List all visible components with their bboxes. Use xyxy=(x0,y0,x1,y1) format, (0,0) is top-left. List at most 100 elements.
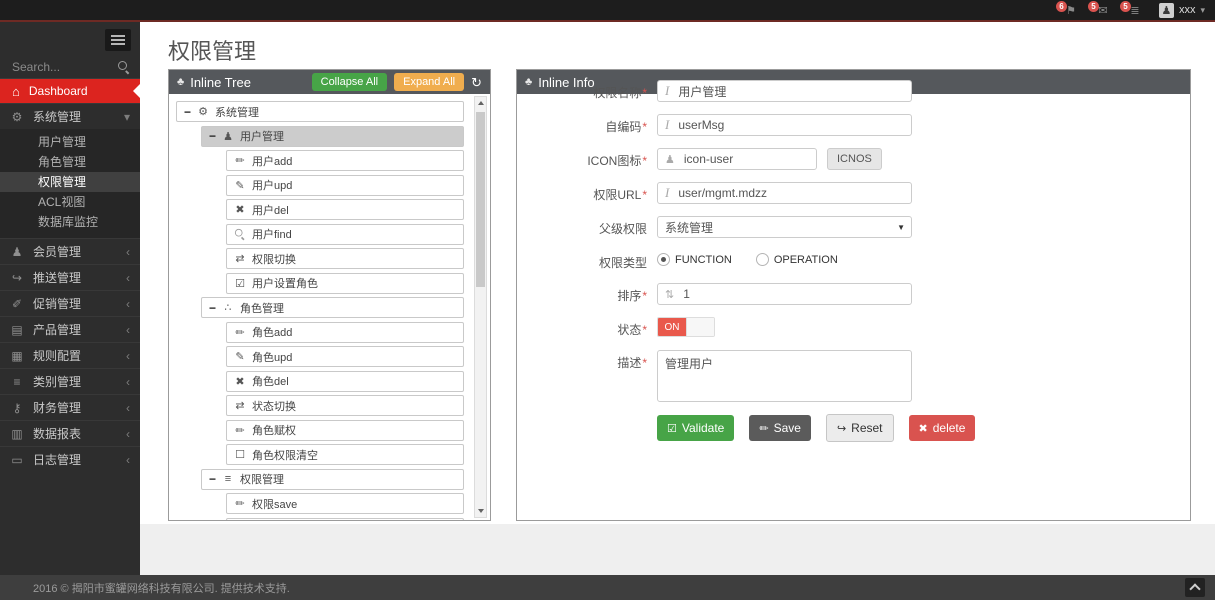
tree-node-label: 用户管理 xyxy=(240,131,285,143)
x-icon: ✖ xyxy=(918,422,928,435)
collapse-toggle-icon[interactable]: − xyxy=(209,300,217,315)
chart-icon: ▥ xyxy=(11,426,23,441)
tree-node[interactable]: ☐ 角色权限清空 xyxy=(226,444,464,465)
italic-i-icon: I xyxy=(665,185,670,200)
hamburger-menu-button[interactable] xyxy=(105,29,131,51)
tree-node[interactable]: ⇄ 状态切换 xyxy=(226,395,464,416)
sidebar-subitem[interactable]: 用户管理 xyxy=(38,135,87,149)
square-icon: ☐ xyxy=(235,449,245,461)
text-input[interactable] xyxy=(681,286,904,302)
save-button[interactable]: ✏ Save xyxy=(749,415,811,441)
edit-icon: ✎ xyxy=(235,351,245,363)
sidebar-item[interactable]: ▦ 规则配置 ‹ xyxy=(0,342,140,368)
status-toggle[interactable]: ON xyxy=(657,317,715,337)
sidebar-item-dashboard[interactable]: ⌂ Dashboard xyxy=(0,79,140,103)
form-row: 父级权限 系统管理 ▼ xyxy=(525,216,1182,238)
tree-node[interactable]: − ⚙ 系统管理 xyxy=(176,101,464,122)
switch-icon: ⇄ xyxy=(235,253,245,265)
tree-node[interactable]: − ∴ 角色管理 xyxy=(201,297,464,318)
sidebar-item[interactable]: ≡ 类别管理 ‹ xyxy=(0,368,140,394)
notification-button[interactable]: ✉ 5 xyxy=(1087,0,1111,17)
sidebar-item[interactable]: ↪ 推送管理 ‹ xyxy=(0,264,140,290)
tree-node[interactable]: ✏ 用户add xyxy=(226,150,464,171)
tree-node[interactable]: ✖ 角色del xyxy=(226,370,464,392)
form-row: 权限URL* I xyxy=(525,182,1182,204)
sidebar-item[interactable]: ♟ 会员管理 ‹ xyxy=(0,238,140,264)
tree-node[interactable]: ✏ 角色赋权 xyxy=(226,419,464,441)
tree-node-label: 权限save xyxy=(252,498,298,511)
tree-node[interactable]: − ♟ 用户管理 xyxy=(201,125,464,147)
collapse-toggle-icon[interactable]: − xyxy=(209,472,217,486)
tree-node[interactable]: ☑ 用户设置角色 xyxy=(226,272,464,294)
tree-node[interactable]: ✎ 角色upd xyxy=(226,346,464,367)
tree-node[interactable]: ⇄ 权限切换 xyxy=(226,248,464,269)
collapse-all-button[interactable]: Collapse All xyxy=(311,73,388,91)
scrollbar-up-arrow[interactable] xyxy=(475,97,486,109)
field-label: 自编码* xyxy=(605,120,647,134)
sidebar-item[interactable]: ▭ 日志管理 ‹ xyxy=(0,446,140,472)
tree-node-label: 角色add xyxy=(252,327,293,339)
sidebar-subitem[interactable]: ACL视图 xyxy=(38,195,86,209)
tasks-icon: ≣ xyxy=(1130,4,1140,17)
search-input[interactable] xyxy=(10,59,118,75)
back-to-top-button[interactable] xyxy=(1185,578,1205,597)
tree-node[interactable]: ✏ 角色add xyxy=(226,321,464,343)
text-input[interactable] xyxy=(676,185,904,201)
collapse-toggle-icon[interactable]: − xyxy=(184,104,192,119)
user-menu[interactable]: ♟ xxx ▾ xyxy=(1158,2,1205,18)
form-row: 排序* ⇅ xyxy=(525,283,1182,305)
tree-node[interactable]: ✖权限del xyxy=(226,517,464,520)
sidebar-item[interactable]: ✐ 促销管理 ‹ xyxy=(0,290,140,316)
field-control: ♟ ICNOS xyxy=(657,148,882,170)
sidebar-subitem[interactable]: 数据库监控 xyxy=(38,215,99,229)
sidebar-subitem[interactable]: 角色管理 xyxy=(38,155,87,169)
sidebar-item[interactable]: ⚙ 系统管理 ▾ xyxy=(0,103,140,129)
list-icon: ≡ xyxy=(13,374,21,389)
collapse-toggle-icon[interactable]: − xyxy=(209,129,217,143)
inline-info-panel: ♣ Inline Info 权限名称*I自编码*IICON图标*♟ICNOS权限… xyxy=(516,69,1191,521)
icons-picker-button[interactable]: ICNOS xyxy=(827,148,882,170)
sort-icon: ⇅ xyxy=(665,288,675,301)
tree-node[interactable]: ✎ 用户upd xyxy=(226,174,464,196)
refresh-icon[interactable]: ↻ xyxy=(471,74,482,90)
sidebar-subitem[interactable]: 权限管理 xyxy=(0,172,140,192)
log-icon: ▭ xyxy=(11,452,23,467)
text-input[interactable] xyxy=(676,117,904,133)
field-control: FUNCTION OPERATION xyxy=(657,250,838,266)
scrollbar-down-arrow[interactable] xyxy=(475,505,486,517)
sidebar-item-label: 日志管理 xyxy=(33,453,82,467)
tree-node-label: 角色upd xyxy=(252,351,293,364)
validate-button[interactable]: ☑ Validate xyxy=(657,415,735,441)
username: xxx xyxy=(1178,4,1196,16)
notification-button[interactable]: ⚑ 6 xyxy=(1055,0,1079,17)
description-textarea[interactable] xyxy=(657,350,912,402)
delete-button[interactable]: ✖ delete xyxy=(908,415,976,441)
tree-node[interactable]: 用户find xyxy=(226,223,464,245)
parent-permission-select[interactable]: 系统管理 ▼ xyxy=(657,216,912,238)
avatar: ♟ xyxy=(1158,2,1174,18)
tree-node[interactable]: − ≡ 权限管理 xyxy=(201,468,464,490)
content-area: 权限管理 ♣ Inline Tree Collapse All Expand A… xyxy=(140,22,1215,524)
field-label: 父级权限 xyxy=(598,222,647,236)
panel-title: Inline Info xyxy=(538,74,595,90)
sidebar-search xyxy=(0,56,140,79)
search-icon[interactable] xyxy=(118,61,130,73)
notification-button[interactable]: ≣ 5 xyxy=(1119,0,1143,17)
sidebar-item[interactable]: ▥ 数据报表 ‹ xyxy=(0,420,140,446)
tree-node-label: 角色del xyxy=(252,376,289,388)
tree-node[interactable]: ✖ 用户del xyxy=(226,199,464,220)
tree-node[interactable]: ✏ 权限save xyxy=(226,493,464,514)
text-input[interactable] xyxy=(681,151,809,167)
sidebar-item-label: 规则配置 xyxy=(33,349,82,363)
radio-option[interactable]: FUNCTION xyxy=(657,253,732,266)
scrollbar[interactable] xyxy=(474,96,487,518)
expand-all-button[interactable]: Expand All xyxy=(394,73,465,91)
reset-button[interactable]: ↪ Reset xyxy=(825,414,894,442)
text-input[interactable] xyxy=(676,83,904,99)
chevron-down-icon: ▾ xyxy=(123,109,130,124)
sidebar-item[interactable]: ▤ 产品管理 ‹ xyxy=(0,316,140,342)
sidebar-item[interactable]: ⚷ 财务管理 ‹ xyxy=(0,394,140,420)
notification-badge: 6 xyxy=(1055,0,1067,12)
scrollbar-thumb[interactable] xyxy=(476,112,485,287)
radio-option[interactable]: OPERATION xyxy=(755,253,838,266)
